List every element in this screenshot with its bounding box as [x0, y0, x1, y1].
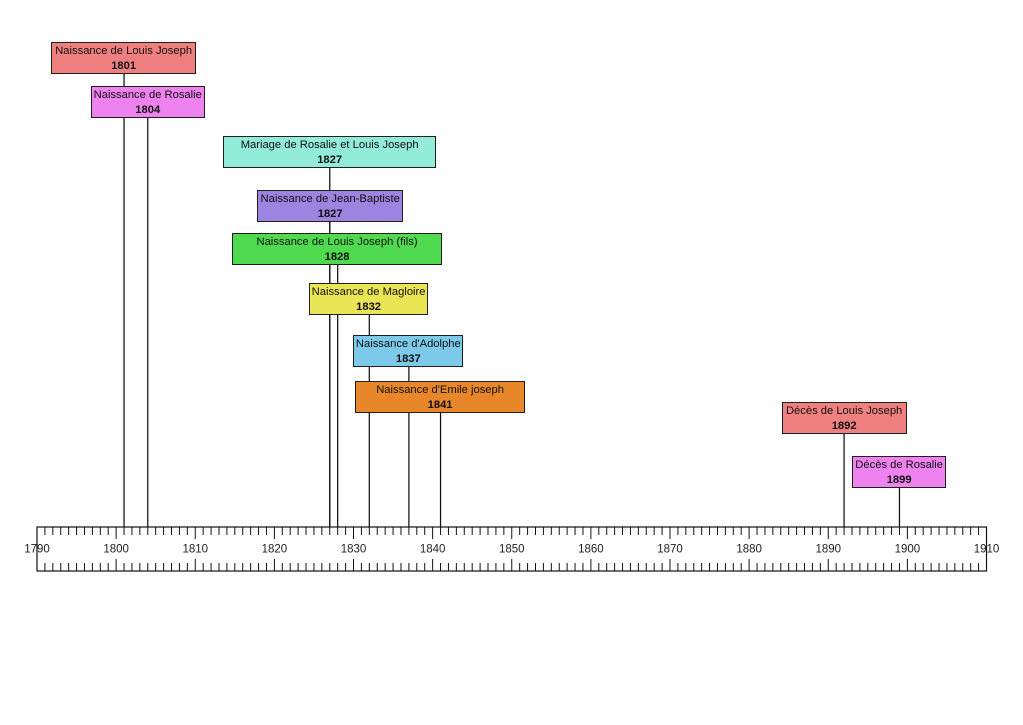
svg-text:1830: 1830 — [341, 544, 367, 556]
svg-text:1820: 1820 — [262, 544, 288, 556]
svg-text:1860: 1860 — [578, 544, 604, 556]
svg-text:1800: 1800 — [103, 544, 129, 556]
svg-text:1790: 1790 — [24, 544, 50, 556]
svg-text:1900: 1900 — [895, 544, 921, 556]
svg-text:1850: 1850 — [499, 544, 525, 556]
svg-text:1880: 1880 — [736, 544, 762, 556]
svg-text:1910: 1910 — [974, 544, 1000, 556]
svg-text:1840: 1840 — [420, 544, 446, 556]
svg-text:1890: 1890 — [815, 544, 841, 556]
svg-text:1810: 1810 — [182, 544, 208, 556]
svg-text:1870: 1870 — [657, 544, 683, 556]
